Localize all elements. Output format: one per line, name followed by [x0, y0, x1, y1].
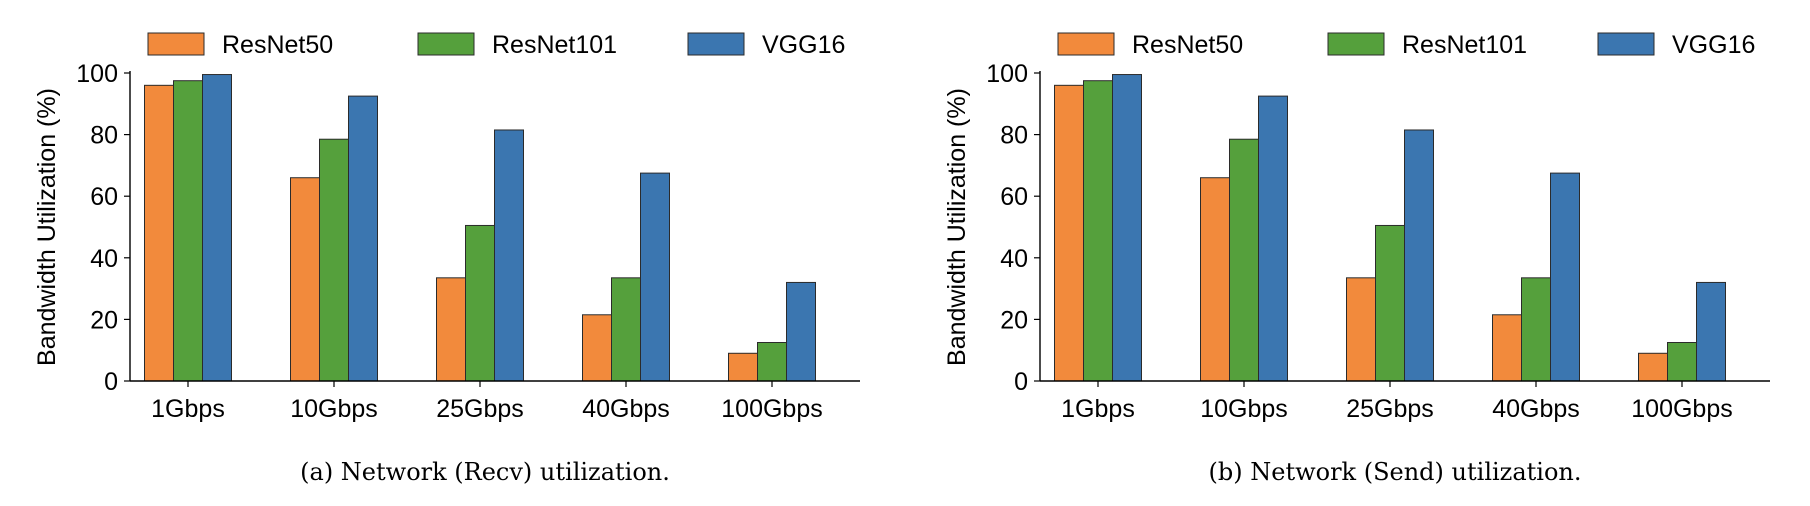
- x-tick-label: 10Gbps: [290, 395, 378, 423]
- y-tick-label: 100: [76, 60, 118, 88]
- legend-label-vgg16: VGG16: [1672, 31, 1755, 59]
- bar-resnet101-10gbps: [1229, 138, 1259, 382]
- bar-vgg16-40gbps: [1550, 172, 1580, 382]
- x-tick-label: 10Gbps: [1200, 395, 1288, 423]
- legend-label-vgg16: VGG16: [762, 31, 845, 59]
- x-tick-label: 40Gbps: [582, 395, 670, 423]
- legend-swatch-vgg16: [1597, 32, 1655, 56]
- bar-resnet50-25gbps: [1346, 277, 1376, 382]
- figure-caption: (b) Network (Send) utilization.: [1209, 458, 1582, 486]
- bar-resnet101-25gbps: [465, 224, 495, 382]
- y-tick-label: 0: [1014, 368, 1028, 396]
- bar-resnet50-1gbps: [144, 84, 174, 382]
- y-tick-label: 100: [986, 60, 1028, 88]
- bar-resnet50-40gbps: [1492, 314, 1522, 382]
- bar-vgg16-10gbps: [348, 95, 378, 382]
- y-tick-label: 60: [90, 183, 118, 211]
- chart-panel-1: ResNet50 ResNet101 VGG16 1Gbps 10Gbps 25Gbps 4…: [33, 31, 860, 486]
- legend-swatch-resnet50: [1057, 32, 1115, 56]
- bar-resnet101-1gbps: [173, 80, 203, 382]
- x-tick-label: 1Gbps: [1061, 395, 1135, 423]
- bar-resnet101-10gbps: [319, 138, 349, 382]
- y-tick-label: 80: [1000, 122, 1028, 150]
- x-tick-label: 25Gbps: [436, 395, 524, 423]
- y-tick-label: 0: [104, 368, 118, 396]
- bar-resnet101-1gbps: [1083, 80, 1113, 382]
- bar-resnet101-40gbps: [1521, 277, 1551, 382]
- bar-resnet101-25gbps: [1375, 224, 1405, 382]
- legend-label-resnet50: ResNet50: [1132, 31, 1243, 59]
- bar-vgg16-1gbps: [1112, 74, 1142, 382]
- bar-vgg16-25gbps: [1404, 129, 1434, 382]
- y-axis-title: Bandwidth Utilization (%): [943, 88, 971, 366]
- legend: ResNet50 ResNet101 VGG16: [147, 31, 845, 59]
- bar-resnet50-1gbps: [1054, 84, 1084, 382]
- bar-vgg16-1gbps: [202, 74, 232, 382]
- y-tick-label: 20: [90, 306, 118, 334]
- y-axis-title: Bandwidth Utilization (%): [33, 88, 61, 366]
- chart-panel-2: ResNet50 ResNet101 VGG16 1Gbps 10Gbps 25Gbps 4…: [943, 31, 1770, 486]
- bar-resnet101-100gbps: [1667, 342, 1697, 382]
- bar-resnet101-40gbps: [611, 277, 641, 382]
- y-tick-label: 40: [90, 245, 118, 273]
- legend-label-resnet101: ResNet101: [492, 31, 617, 59]
- x-tick-label: 40Gbps: [1492, 395, 1580, 423]
- bar-resnet50-25gbps: [436, 277, 466, 382]
- figure-caption: (a) Network (Recv) utilization.: [300, 458, 670, 486]
- bar-resnet50-10gbps: [1200, 177, 1230, 382]
- legend-swatch-resnet50: [147, 32, 205, 56]
- bar-vgg16-100gbps: [1696, 281, 1726, 382]
- y-tick-label: 60: [1000, 183, 1028, 211]
- legend-swatch-resnet101: [417, 32, 475, 56]
- bar-vgg16-40gbps: [640, 172, 670, 382]
- bar-vgg16-10gbps: [1258, 95, 1288, 382]
- x-tick-label: 25Gbps: [1346, 395, 1434, 423]
- bar-resnet50-40gbps: [582, 314, 612, 382]
- bar-resnet50-10gbps: [290, 177, 320, 382]
- bars: [1054, 74, 1726, 382]
- bar-resnet50-100gbps: [1638, 352, 1668, 382]
- bar-vgg16-25gbps: [494, 129, 524, 382]
- x-tick-label: 100Gbps: [721, 395, 822, 423]
- bars: [144, 74, 816, 382]
- legend-swatch-resnet101: [1327, 32, 1385, 56]
- legend-swatch-vgg16: [687, 32, 745, 56]
- legend-label-resnet101: ResNet101: [1402, 31, 1527, 59]
- y-tick-label: 80: [90, 122, 118, 150]
- bar-resnet101-100gbps: [757, 342, 787, 382]
- bar-vgg16-100gbps: [786, 281, 816, 382]
- y-tick-label: 20: [1000, 306, 1028, 334]
- legend: ResNet50 ResNet101 VGG16: [1057, 31, 1755, 59]
- bar-resnet50-100gbps: [728, 352, 758, 382]
- y-tick-label: 40: [1000, 245, 1028, 273]
- x-tick-label: 1Gbps: [151, 395, 225, 423]
- legend-label-resnet50: ResNet50: [222, 31, 333, 59]
- x-tick-label: 100Gbps: [1631, 395, 1732, 423]
